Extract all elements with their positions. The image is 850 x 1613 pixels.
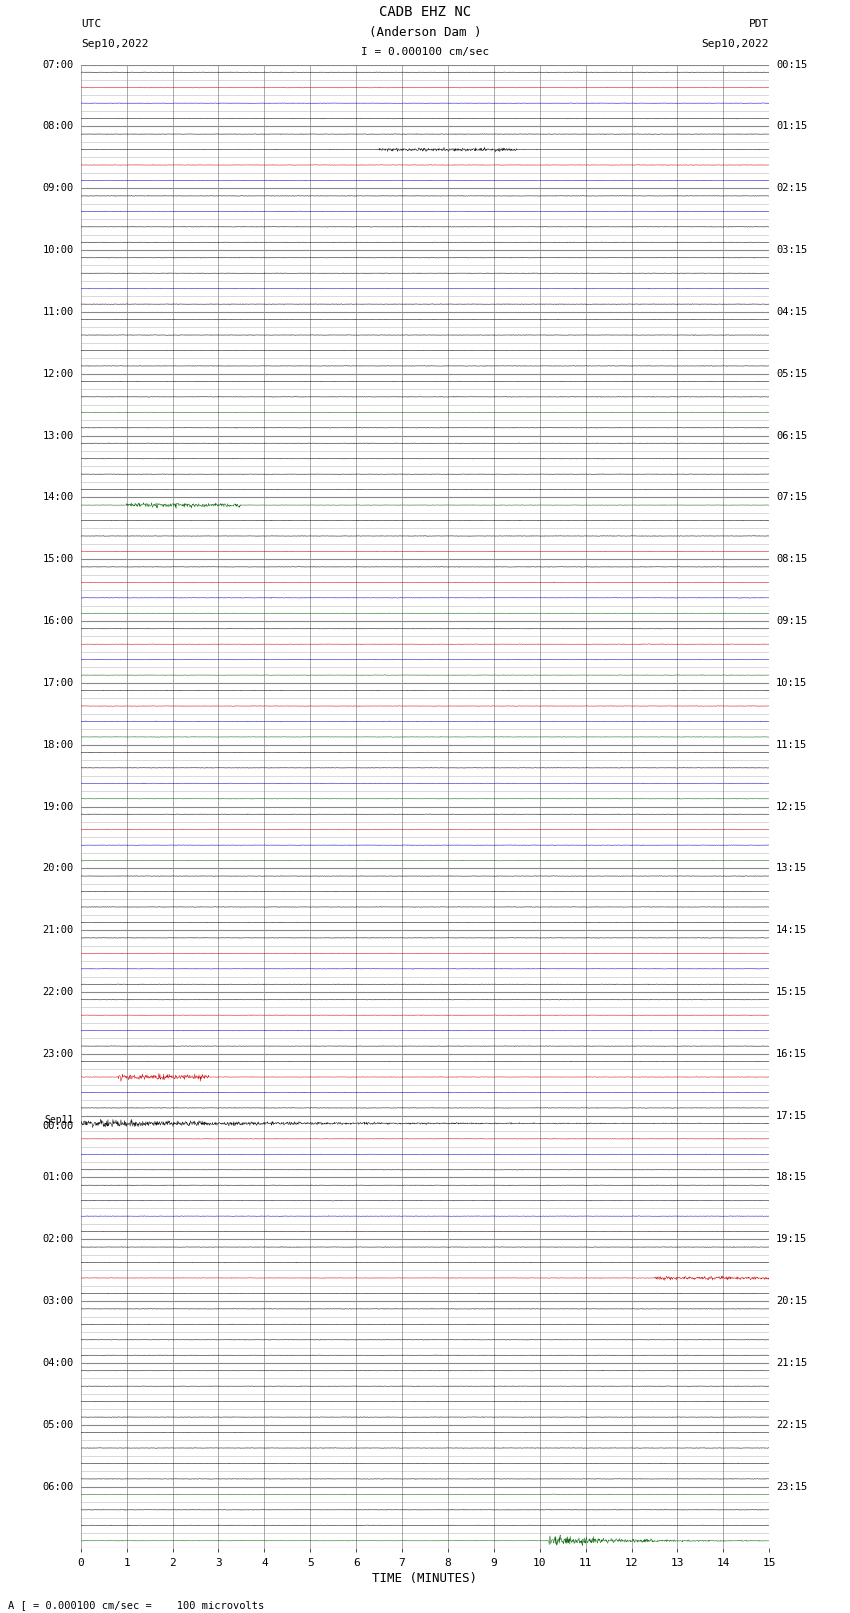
Text: 19:00: 19:00 <box>42 802 74 811</box>
Text: PDT: PDT <box>749 19 769 29</box>
Text: 16:15: 16:15 <box>776 1048 808 1058</box>
Text: 02:15: 02:15 <box>776 184 808 194</box>
Text: 02:00: 02:00 <box>42 1234 74 1244</box>
Text: 09:00: 09:00 <box>42 184 74 194</box>
Text: 06:15: 06:15 <box>776 431 808 440</box>
Text: I = 0.000100 cm/sec: I = 0.000100 cm/sec <box>361 47 489 56</box>
Text: 07:15: 07:15 <box>776 492 808 502</box>
Text: 20:00: 20:00 <box>42 863 74 873</box>
X-axis label: TIME (MINUTES): TIME (MINUTES) <box>372 1571 478 1584</box>
Text: 03:00: 03:00 <box>42 1297 74 1307</box>
Text: 23:00: 23:00 <box>42 1048 74 1058</box>
Text: CADB EHZ NC: CADB EHZ NC <box>379 5 471 19</box>
Text: 22:00: 22:00 <box>42 987 74 997</box>
Text: 00:00: 00:00 <box>42 1121 74 1131</box>
Text: 23:15: 23:15 <box>776 1482 808 1492</box>
Text: 13:00: 13:00 <box>42 431 74 440</box>
Text: 05:00: 05:00 <box>42 1419 74 1429</box>
Text: 13:15: 13:15 <box>776 863 808 873</box>
Text: 01:15: 01:15 <box>776 121 808 131</box>
Text: 11:00: 11:00 <box>42 306 74 316</box>
Text: 17:00: 17:00 <box>42 677 74 687</box>
Text: 16:00: 16:00 <box>42 616 74 626</box>
Text: Sep11: Sep11 <box>44 1115 74 1126</box>
Text: Sep10,2022: Sep10,2022 <box>81 39 148 48</box>
Text: 09:15: 09:15 <box>776 616 808 626</box>
Text: Sep10,2022: Sep10,2022 <box>702 39 769 48</box>
Text: 17:15: 17:15 <box>776 1111 808 1121</box>
Text: 04:15: 04:15 <box>776 306 808 316</box>
Text: 14:00: 14:00 <box>42 492 74 502</box>
Text: 19:15: 19:15 <box>776 1234 808 1244</box>
Text: 12:00: 12:00 <box>42 369 74 379</box>
Text: A [ = 0.000100 cm/sec =    100 microvolts: A [ = 0.000100 cm/sec = 100 microvolts <box>8 1600 264 1610</box>
Text: 18:15: 18:15 <box>776 1173 808 1182</box>
Text: 14:15: 14:15 <box>776 926 808 936</box>
Text: 21:00: 21:00 <box>42 926 74 936</box>
Text: (Anderson Dam ): (Anderson Dam ) <box>369 26 481 39</box>
Text: 00:15: 00:15 <box>776 60 808 69</box>
Text: 10:00: 10:00 <box>42 245 74 255</box>
Text: 06:00: 06:00 <box>42 1482 74 1492</box>
Text: 03:15: 03:15 <box>776 245 808 255</box>
Text: 08:15: 08:15 <box>776 555 808 565</box>
Text: 21:15: 21:15 <box>776 1358 808 1368</box>
Text: 22:15: 22:15 <box>776 1419 808 1429</box>
Text: 01:00: 01:00 <box>42 1173 74 1182</box>
Text: 15:15: 15:15 <box>776 987 808 997</box>
Text: UTC: UTC <box>81 19 101 29</box>
Text: 15:00: 15:00 <box>42 555 74 565</box>
Text: 11:15: 11:15 <box>776 740 808 750</box>
Text: 07:00: 07:00 <box>42 60 74 69</box>
Text: 04:00: 04:00 <box>42 1358 74 1368</box>
Text: 18:00: 18:00 <box>42 740 74 750</box>
Text: 12:15: 12:15 <box>776 802 808 811</box>
Text: 10:15: 10:15 <box>776 677 808 687</box>
Text: 05:15: 05:15 <box>776 369 808 379</box>
Text: 08:00: 08:00 <box>42 121 74 131</box>
Text: 20:15: 20:15 <box>776 1297 808 1307</box>
